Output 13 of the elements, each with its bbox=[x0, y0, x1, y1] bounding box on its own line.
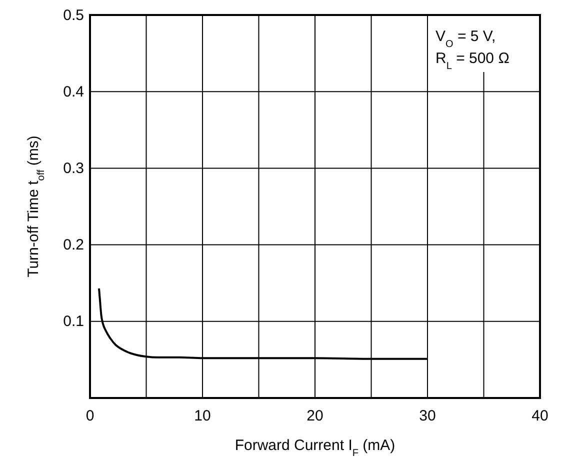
x-tick-label: 30 bbox=[419, 408, 436, 425]
x-axis-title: Forward Current I$_{F}$ (mA) bbox=[234, 437, 396, 458]
y-tick-label: 0.5 bbox=[63, 6, 84, 24]
y-tick-label: 0.1 bbox=[63, 313, 84, 330]
annotation: R$_{L}$ = 500 Ω bbox=[436, 50, 510, 72]
x-tick-label: 10 bbox=[194, 408, 211, 425]
y-tick-label: 0.2 bbox=[63, 236, 84, 254]
annotation: V$_{O}$ = 5 V, bbox=[436, 28, 496, 50]
x-tick-label: 0 bbox=[86, 408, 94, 425]
y-tick-label: 0.4 bbox=[63, 83, 84, 100]
x-tick-label: 40 bbox=[532, 408, 548, 425]
x-tick-label: 20 bbox=[306, 408, 324, 425]
y-tick-label: 0.3 bbox=[63, 160, 84, 177]
